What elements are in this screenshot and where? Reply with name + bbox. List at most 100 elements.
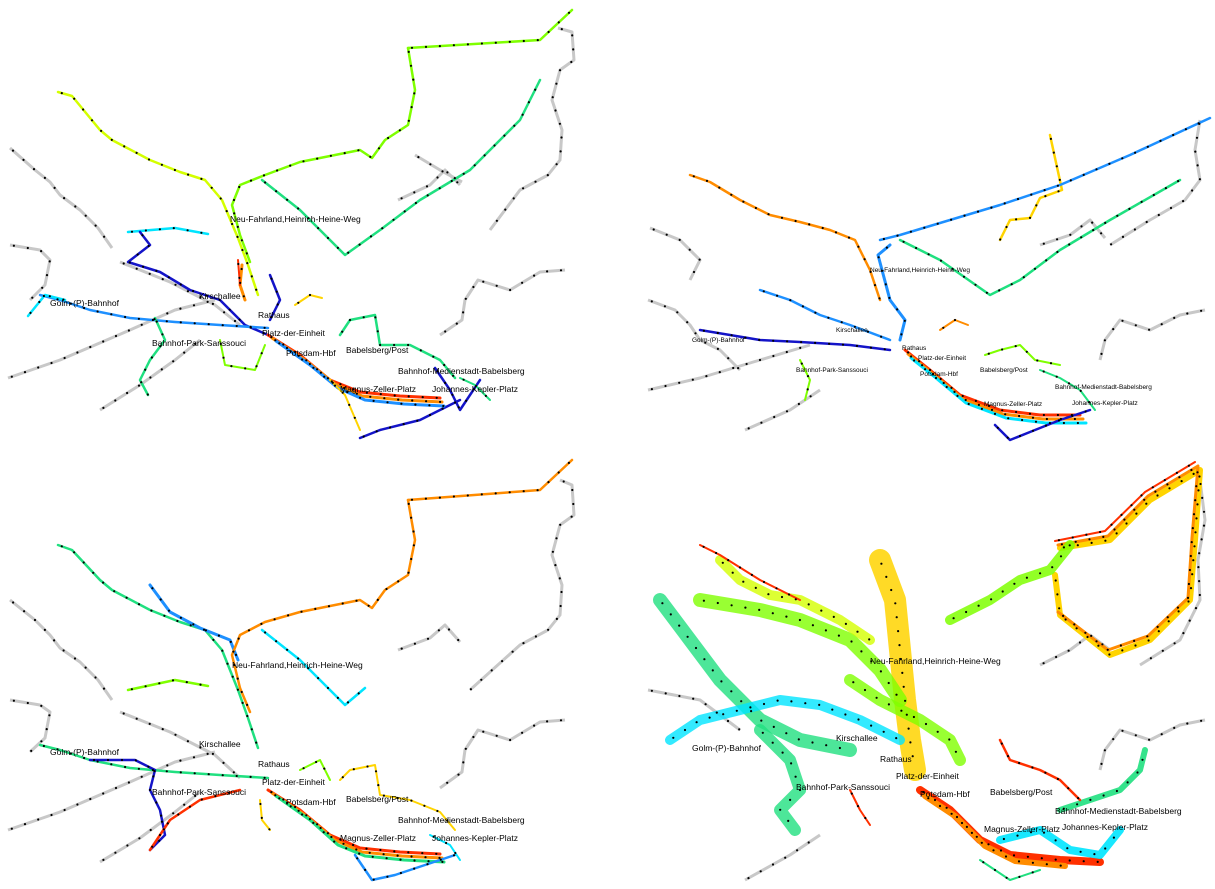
stop-marker xyxy=(1058,178,1061,181)
stop-marker xyxy=(692,697,695,700)
stop-marker xyxy=(747,427,750,430)
stop-marker xyxy=(260,352,263,355)
stop-marker xyxy=(1167,620,1170,623)
stop-marker xyxy=(1121,649,1124,652)
stop-marker xyxy=(1189,587,1193,590)
stop-marker xyxy=(327,605,331,608)
stop-marker xyxy=(1044,771,1047,774)
stop-marker xyxy=(263,776,266,779)
stop-marker xyxy=(705,375,708,378)
stop-marker xyxy=(560,28,563,31)
stop-marker xyxy=(726,719,730,723)
stop-marker xyxy=(392,218,395,221)
stop-marker xyxy=(558,69,562,72)
stop-marker xyxy=(1154,490,1157,493)
stop-marker xyxy=(1091,221,1094,224)
stop-marker xyxy=(161,728,164,731)
stop-marker xyxy=(715,551,718,555)
stop-marker xyxy=(308,818,311,821)
stop-marker xyxy=(92,571,95,574)
stop-marker xyxy=(738,566,742,569)
stop-marker xyxy=(452,374,455,377)
stop-marker xyxy=(1067,649,1070,652)
stop-marker xyxy=(343,386,346,390)
stop-marker xyxy=(1028,216,1032,219)
stop-marker xyxy=(779,808,782,811)
stop-marker xyxy=(825,744,828,747)
stop-marker xyxy=(1103,749,1106,752)
stop-marker xyxy=(877,256,880,259)
stop-marker xyxy=(60,92,63,95)
stop-marker xyxy=(878,297,881,300)
stop-marker xyxy=(399,871,402,875)
stop-marker xyxy=(148,272,151,275)
stop-marker xyxy=(977,403,981,406)
stop-marker xyxy=(775,587,778,590)
stop-marker xyxy=(160,814,163,817)
stop-marker xyxy=(942,326,945,329)
stop-marker xyxy=(1121,319,1124,322)
stop-marker xyxy=(881,269,884,272)
stop-marker xyxy=(92,758,96,762)
stop-marker xyxy=(559,523,562,526)
stop-marker xyxy=(200,177,203,180)
stop-marker xyxy=(125,596,128,599)
stop-marker xyxy=(745,362,748,366)
stop-marker xyxy=(1176,606,1179,609)
map-panel-bottom-right: Neu-Fahrland,Heinrich-Heine-Weg Kirschal… xyxy=(647,461,1207,882)
stop-marker xyxy=(789,299,792,302)
station-labels: Neu-Fahrland,Heinrich-Heine-Weg Kirschal… xyxy=(50,214,525,394)
stop-marker xyxy=(938,804,942,808)
stop-marker xyxy=(828,342,831,345)
stop-marker xyxy=(355,392,358,395)
stop-marker xyxy=(439,400,442,403)
stop-marker xyxy=(250,275,253,278)
stop-marker xyxy=(161,333,164,336)
stop-marker xyxy=(1057,539,1060,542)
stop-marker xyxy=(1096,860,1099,864)
stop-marker xyxy=(785,732,788,735)
stop-marker xyxy=(1073,623,1076,626)
stop-marker xyxy=(419,349,422,352)
stop-marker xyxy=(41,286,44,289)
stop-marker xyxy=(441,860,444,864)
stop-marker xyxy=(794,598,797,601)
stop-marker xyxy=(1018,875,1021,879)
stop-marker xyxy=(798,788,802,792)
stop-marker xyxy=(193,772,196,775)
stop-marker xyxy=(174,283,177,286)
stop-marker xyxy=(382,794,385,797)
stop-marker xyxy=(89,345,92,349)
stop-marker xyxy=(307,217,310,220)
station-label: Golm-(P)-Bahnhof xyxy=(692,743,762,753)
stop-marker xyxy=(1169,206,1173,210)
stop-marker xyxy=(744,606,747,609)
stop-marker xyxy=(233,663,236,667)
stop-marker xyxy=(362,316,365,319)
stop-marker xyxy=(773,415,776,419)
stop-marker xyxy=(1015,410,1018,414)
stop-marker xyxy=(1085,533,1088,536)
stop-marker xyxy=(329,154,332,157)
stop-marker xyxy=(407,119,410,122)
station-label: Golm-(P)-Bahnhof xyxy=(692,337,745,344)
stop-marker xyxy=(417,156,420,159)
station-label: Babelsberg/Post xyxy=(346,794,409,804)
stop-marker xyxy=(312,366,315,369)
stop-marker xyxy=(120,758,124,762)
stop-marker xyxy=(522,490,525,493)
stop-marker xyxy=(466,43,469,46)
stop-marker xyxy=(414,201,417,205)
stop-marker xyxy=(857,245,860,248)
stop-marker xyxy=(869,346,873,349)
stop-marker xyxy=(233,319,237,323)
stop-marker xyxy=(453,177,456,180)
stop-marker xyxy=(31,296,34,299)
stop-marker xyxy=(808,223,811,226)
stop-marker xyxy=(551,96,554,99)
stop-marker xyxy=(377,784,380,787)
stop-marker xyxy=(484,394,487,397)
stop-marker xyxy=(172,812,175,815)
stop-marker xyxy=(94,676,97,679)
stop-marker xyxy=(557,21,560,24)
